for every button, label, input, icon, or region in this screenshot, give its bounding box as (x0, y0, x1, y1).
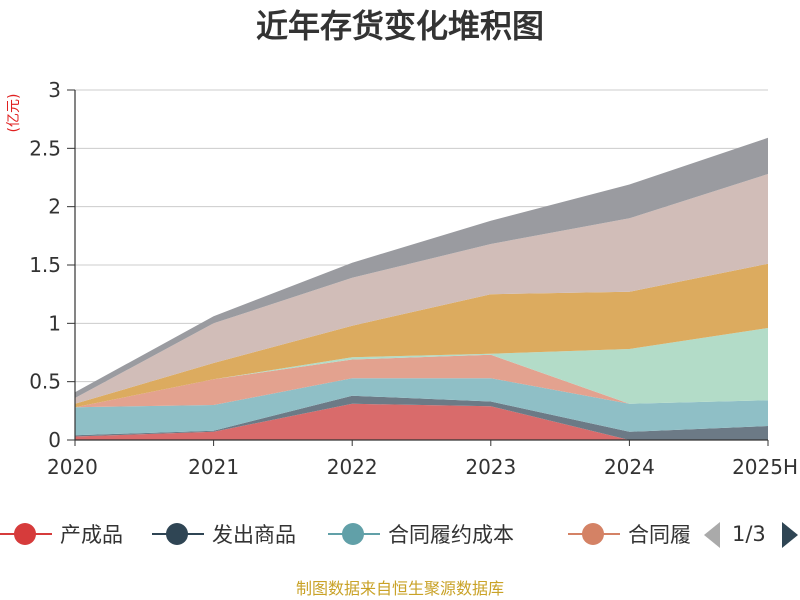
x-tick-label: 2024 (604, 455, 655, 479)
legend-marker-icon (152, 522, 204, 546)
area-series-3 (75, 378, 768, 436)
x-tick-label: 2023 (465, 455, 516, 479)
area-series-6 (75, 263, 768, 408)
x-tick-label: 2020 (47, 455, 98, 479)
legend-item[interactable]: 合同履 (568, 512, 690, 556)
area-series-2 (75, 395, 768, 440)
legend-item-label: 合同履 (628, 523, 690, 547)
legend-marker-dot (342, 523, 364, 545)
axes (67, 89, 769, 446)
area-series-7 (75, 174, 768, 404)
legend-item[interactable]: 合同履约成本 (328, 512, 514, 556)
y-tick-label: 0 (48, 428, 61, 452)
x-tick-label: 2021 (188, 455, 239, 479)
legend: 产成品 发出商品 合同履约成本 合同履 (0, 512, 690, 556)
legend-prev-page-button[interactable] (704, 522, 720, 548)
area-series-4 (75, 354, 768, 408)
x-tick-label: 2025H (732, 455, 798, 479)
area-series-1 (75, 403, 768, 440)
legend-marker-dot (582, 523, 604, 545)
legend-marker-dot (166, 523, 188, 545)
y-tick-label: 0.5 (29, 370, 61, 394)
y-tick-label: 1 (48, 311, 61, 335)
legend-item-label: 产成品 (60, 523, 123, 547)
legend-page-indicator: 1/3 (732, 522, 766, 546)
y-tick-label: 2.5 (29, 136, 61, 160)
area-series-5 (75, 328, 768, 408)
y-tick-label: 3 (48, 78, 61, 102)
legend-item-label: 合同履约成本 (388, 523, 514, 547)
legend-next-page-button[interactable] (782, 522, 798, 548)
chart-title: 近年存货变化堆积图 (255, 7, 544, 45)
legend-item[interactable]: 发出商品 (152, 512, 296, 556)
legend-marker-dot (14, 523, 36, 545)
x-tick-label: 2022 (327, 455, 378, 479)
legend-item[interactable]: 产成品 (0, 512, 123, 556)
y-tick-label: 1.5 (29, 253, 61, 277)
y-tick-label: 2 (48, 195, 61, 219)
legend-item-label: 发出商品 (212, 523, 296, 547)
stacked-area-chart: 0 0.5 1 1.5 2 2.5 3 2020 2021 2022 2023 2024 2025H (29, 78, 798, 479)
legend-pager: 1/3 (700, 512, 800, 556)
data-source-note: 制图数据来自恒生聚源数据库 (295, 579, 504, 598)
legend-marker-icon (328, 522, 380, 546)
area-series-group (75, 137, 768, 440)
area-series-8 (75, 137, 768, 399)
tick-labels: 0 0.5 1 1.5 2 2.5 3 2020 2021 2022 2023 2024 2025H (29, 78, 798, 479)
legend-marker-icon (568, 522, 620, 546)
legend-marker-icon (0, 522, 52, 546)
